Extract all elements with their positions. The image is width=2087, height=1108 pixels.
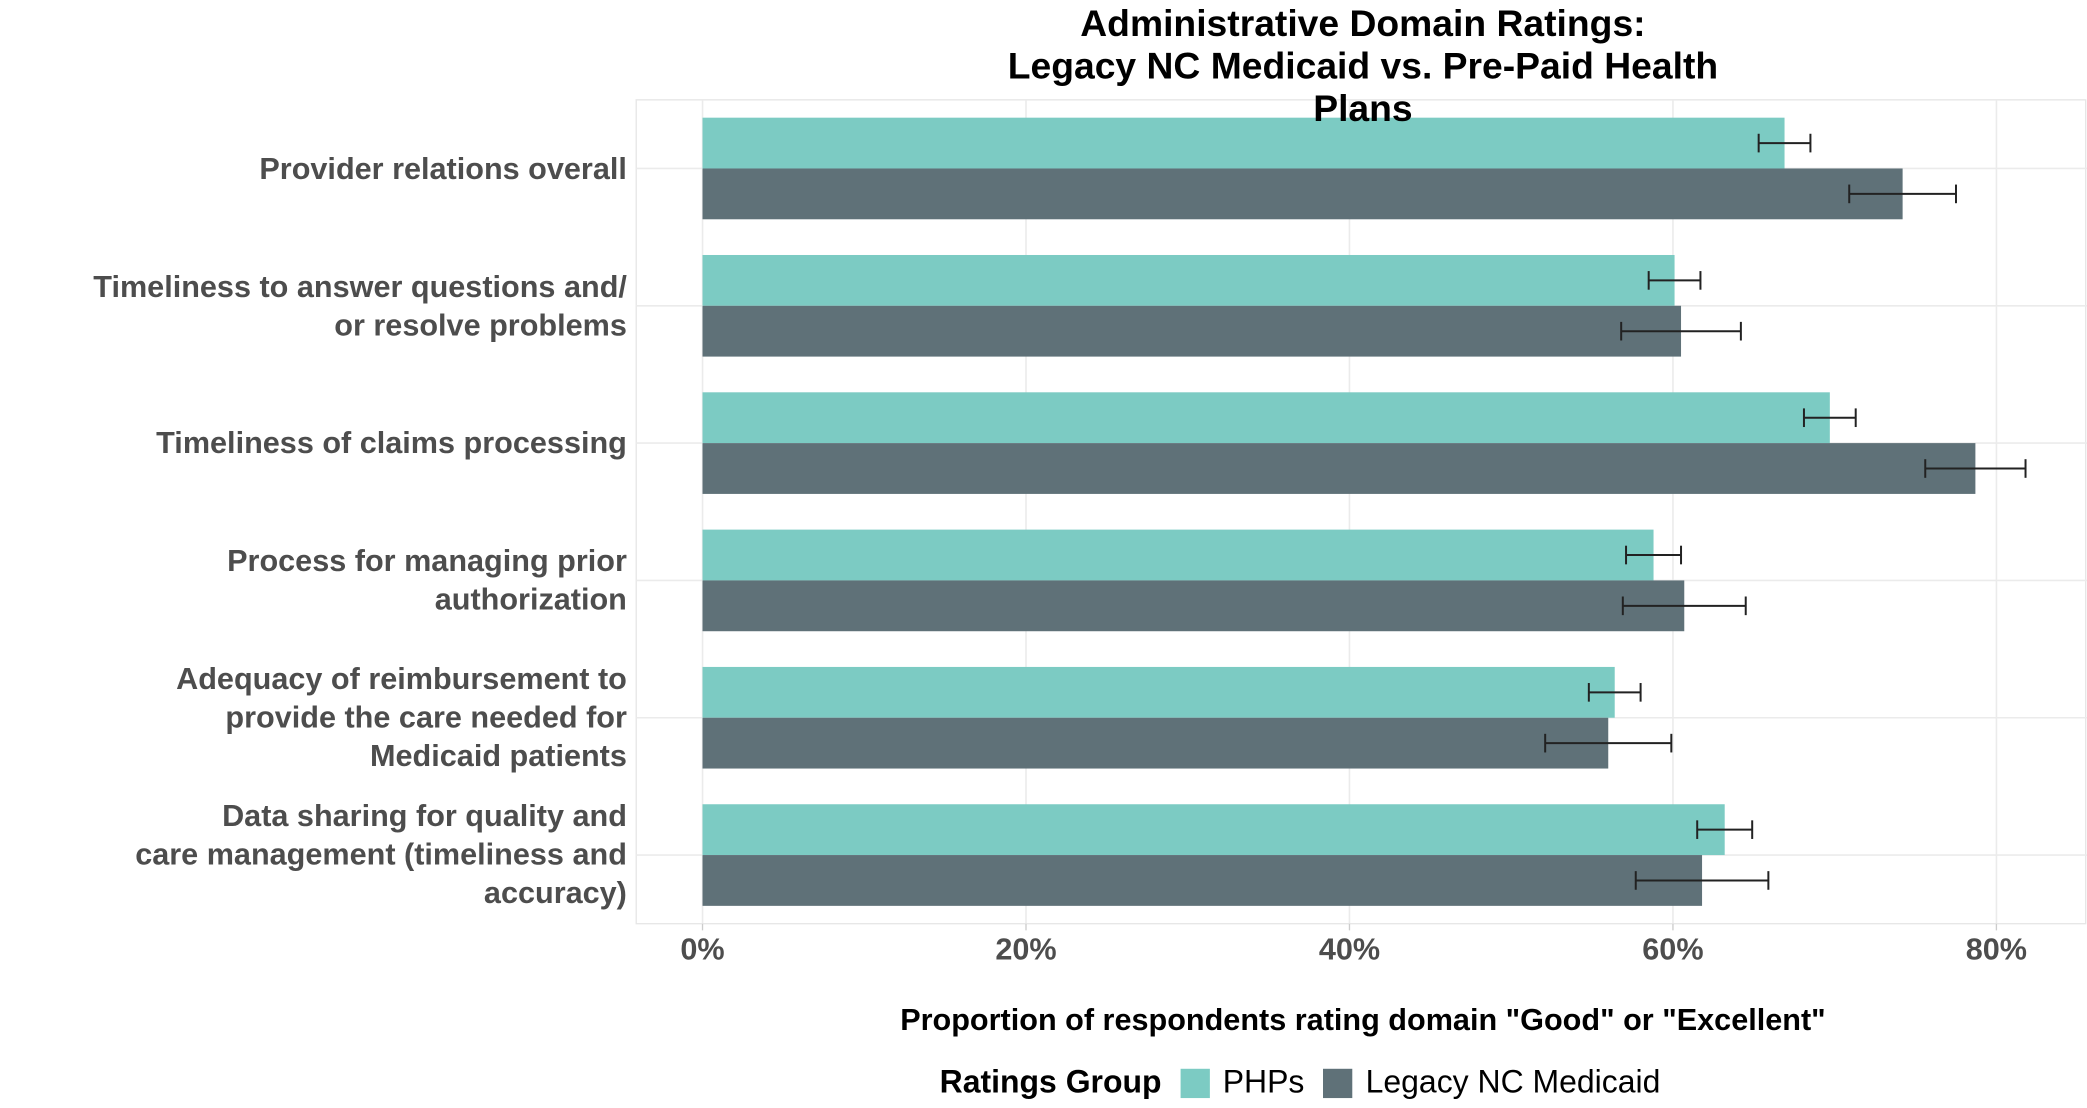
bar (702, 254, 1675, 306)
error-bar (1757, 133, 1812, 153)
legend-swatch (1323, 1068, 1353, 1099)
y-tick-label: Provider relations overall (259, 150, 627, 186)
y-tick-label: Process for managing prior authorization (227, 543, 627, 617)
y-tick-label: Adequacy of reimbursement to provide the… (176, 661, 627, 773)
y-tick-label: Timeliness to answer questions and/ or r… (93, 268, 627, 342)
x-axis-label: Proportion of respondents rating domain … (900, 1002, 1826, 1037)
legend: Ratings Group PHPs Legacy NC Medicaid (940, 1065, 1679, 1102)
bar (702, 392, 1830, 444)
x-tick-label: 40% (1318, 931, 1381, 967)
x-tick-label: 80% (1965, 931, 2028, 967)
x-tick-label: 0% (680, 931, 725, 967)
y-tick-label: Timeliness of claims processing (156, 425, 627, 460)
error-bar (1620, 321, 1742, 341)
error-bar (1625, 545, 1683, 565)
error-bar (1696, 820, 1754, 839)
bar (702, 580, 1685, 632)
legend-label: Legacy NC Medicaid (1365, 1064, 1661, 1101)
error-bar (1802, 408, 1857, 428)
error-bar (1621, 596, 1747, 616)
bar (702, 443, 1976, 494)
x-tick-label: 20% (995, 931, 1057, 967)
error-bar (1634, 871, 1770, 890)
error-bar (1924, 459, 2027, 478)
bar (702, 117, 1785, 169)
bar (702, 529, 1654, 581)
legend-label: PHPs (1222, 1064, 1305, 1101)
legend-swatch (1180, 1068, 1210, 1099)
panel (635, 99, 2087, 925)
bar (702, 804, 1725, 856)
bar (702, 855, 1703, 906)
y-tick-label: Data sharing for quality and care manage… (135, 798, 627, 911)
error-bar (1848, 184, 1957, 204)
chart-title: Administrative Domain Ratings: Legacy NC… (1007, 2, 1719, 130)
bar (702, 168, 1903, 220)
x-tick-label: 60% (1642, 931, 1704, 967)
bar (702, 666, 1615, 718)
error-bar (1587, 683, 1642, 702)
bar (702, 717, 1609, 769)
error-bar (1544, 733, 1673, 753)
bar (702, 305, 1682, 357)
error-bar (1647, 271, 1702, 290)
legend-title: Ratings Group (939, 1064, 1162, 1101)
